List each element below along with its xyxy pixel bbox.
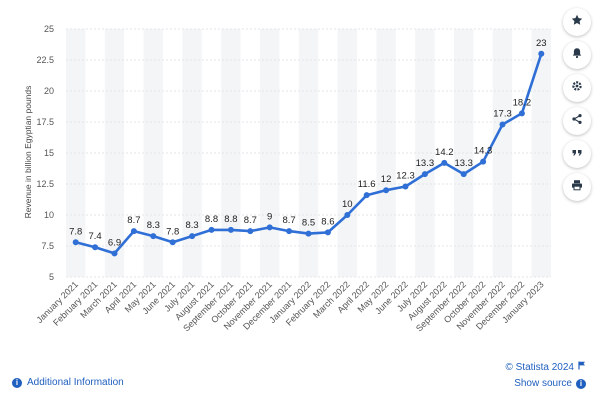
data-point[interactable] xyxy=(189,233,196,240)
data-point[interactable] xyxy=(344,212,351,218)
data-point[interactable] xyxy=(72,239,79,246)
data-label: 7.8 xyxy=(166,226,179,237)
data-point[interactable] xyxy=(383,187,390,194)
show-source-label: Show source xyxy=(514,378,572,389)
additional-information-label: Additional Information xyxy=(27,377,124,388)
favorite-button[interactable] xyxy=(563,8,591,36)
data-point[interactable] xyxy=(480,158,487,165)
statista-copyright[interactable]: © Statista 2024 xyxy=(505,361,586,373)
data-label: 13.3 xyxy=(454,158,473,169)
gear-icon xyxy=(571,79,583,97)
data-point[interactable] xyxy=(441,159,448,166)
side-toolbar xyxy=(563,8,593,206)
data-labels: 7.8 7.4 6.9 8.7 8.3 7.8 8.3 8.8 8.8 8.7 9 8.7 8.5 8.6… xyxy=(69,38,546,249)
data-label: 9 xyxy=(267,211,272,222)
settings-button[interactable] xyxy=(563,74,591,102)
flag-icon xyxy=(578,361,586,373)
data-point[interactable] xyxy=(460,171,467,178)
data-point[interactable] xyxy=(518,110,525,117)
y-tick-label: 12.5 xyxy=(36,179,54,189)
data-point[interactable] xyxy=(305,230,312,237)
data-point[interactable] xyxy=(324,229,331,236)
data-label: 8.7 xyxy=(127,215,140,226)
data-point[interactable] xyxy=(227,226,234,233)
data-label: 8.6 xyxy=(321,216,334,227)
data-point[interactable] xyxy=(286,228,293,235)
show-source-link[interactable]: Show source i xyxy=(514,378,586,389)
y-tick-label: 17.5 xyxy=(36,117,54,127)
y-tick-label: 22.5 xyxy=(36,55,54,65)
share-icon xyxy=(571,112,583,130)
additional-information-link[interactable]: i Additional Information xyxy=(12,377,124,388)
print-icon xyxy=(571,178,583,196)
data-label: 13.3 xyxy=(416,158,435,169)
data-label: 11.6 xyxy=(358,179,376,190)
data-point[interactable] xyxy=(538,50,545,57)
data-label: 8.5 xyxy=(302,218,315,229)
print-button[interactable] xyxy=(563,173,591,201)
data-label: 6.9 xyxy=(108,237,121,248)
data-label: 8.8 xyxy=(205,214,218,225)
data-point[interactable] xyxy=(499,121,506,128)
data-point[interactable] xyxy=(402,183,409,190)
y-tick-label: 20 xyxy=(44,86,54,96)
data-point[interactable] xyxy=(111,250,118,257)
data-point[interactable] xyxy=(150,233,157,240)
data-label: 14.2 xyxy=(435,147,454,158)
data-point[interactable] xyxy=(266,224,273,231)
data-label: 12 xyxy=(381,174,392,185)
data-label: 18.2 xyxy=(513,97,532,108)
y-axis-ticks: 5 7.5 10 12.5 15 17.5 20 22.5 25 xyxy=(36,24,54,282)
data-point[interactable] xyxy=(363,192,370,199)
data-label: 14.3 xyxy=(474,146,493,157)
y-tick-label: 15 xyxy=(44,148,54,158)
data-label: 23 xyxy=(536,38,547,49)
data-label: 12.3 xyxy=(396,170,415,181)
star-icon xyxy=(571,13,583,31)
cite-button[interactable] xyxy=(563,140,591,168)
y-tick-label: 5 xyxy=(49,272,54,282)
data-point[interactable] xyxy=(421,171,428,178)
y-tick-label: 7.5 xyxy=(41,241,54,251)
share-button[interactable] xyxy=(563,107,591,135)
notification-button[interactable] xyxy=(563,41,591,69)
data-label: 8.7 xyxy=(282,215,295,226)
quote-icon xyxy=(571,145,583,163)
y-axis-label: Revenue in billion Egyptian pounds xyxy=(23,86,33,219)
y-tick-label: 25 xyxy=(44,24,54,34)
data-point[interactable] xyxy=(208,226,215,233)
bell-icon xyxy=(571,46,583,64)
data-label: 8.3 xyxy=(147,220,160,231)
copyright-label: © Statista 2024 xyxy=(505,361,574,373)
data-point[interactable] xyxy=(130,228,137,235)
data-label: 8.7 xyxy=(244,215,257,226)
info-icon: i xyxy=(576,378,586,389)
data-label: 7.4 xyxy=(88,231,101,242)
data-point[interactable] xyxy=(169,239,176,246)
data-label: 8.3 xyxy=(185,220,198,231)
data-point[interactable] xyxy=(92,244,99,251)
data-label: 7.8 xyxy=(69,226,82,237)
column-band xyxy=(415,29,435,277)
gridlines xyxy=(66,28,551,278)
data-label: 8.8 xyxy=(224,214,237,225)
data-label: 17.3 xyxy=(493,108,512,119)
data-label: 10 xyxy=(342,199,353,210)
info-icon: i xyxy=(12,377,22,388)
series-revenue xyxy=(72,50,545,257)
y-tick-label: 10 xyxy=(44,210,54,220)
data-point[interactable] xyxy=(247,228,254,235)
